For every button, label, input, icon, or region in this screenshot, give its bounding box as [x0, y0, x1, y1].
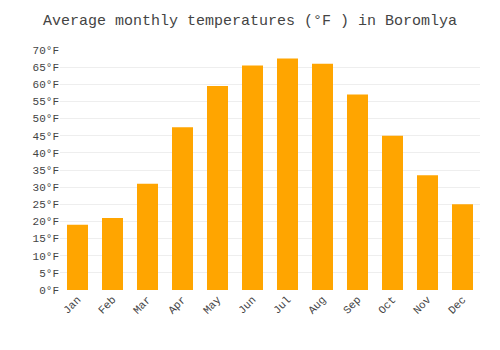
svg-text:Oct: Oct: [376, 294, 398, 316]
svg-text:Nov: Nov: [411, 294, 434, 317]
svg-text:Apr: Apr: [166, 294, 188, 316]
svg-text:70°F: 70°F: [33, 45, 59, 57]
svg-text:45°F: 45°F: [33, 131, 59, 143]
svg-text:50°F: 50°F: [33, 113, 59, 125]
svg-text:Jul: Jul: [271, 294, 293, 316]
svg-text:Feb: Feb: [96, 294, 118, 316]
svg-text:60°F: 60°F: [33, 79, 59, 91]
svg-text:5°F: 5°F: [39, 268, 59, 280]
svg-text:30°F: 30°F: [33, 182, 59, 194]
svg-text:0°F: 0°F: [39, 285, 59, 297]
svg-text:65°F: 65°F: [33, 62, 59, 74]
svg-text:25°F: 25°F: [33, 199, 59, 211]
svg-text:Jan: Jan: [61, 294, 83, 316]
svg-text:10°F: 10°F: [33, 251, 59, 263]
svg-text:55°F: 55°F: [33, 96, 59, 108]
svg-text:May: May: [201, 294, 224, 317]
svg-text:35°F: 35°F: [33, 165, 59, 177]
svg-text:Jun: Jun: [236, 294, 258, 316]
svg-text:Average monthly temperatures (: Average monthly temperatures (°F ) in Bo…: [43, 13, 457, 30]
svg-text:20°F: 20°F: [33, 216, 59, 228]
svg-text:15°F: 15°F: [33, 233, 59, 245]
svg-text:Mar: Mar: [131, 294, 153, 316]
svg-text:40°F: 40°F: [33, 148, 59, 160]
svg-text:Sep: Sep: [341, 294, 363, 316]
svg-text:Aug: Aug: [306, 294, 328, 316]
svg-text:Dec: Dec: [446, 294, 468, 316]
